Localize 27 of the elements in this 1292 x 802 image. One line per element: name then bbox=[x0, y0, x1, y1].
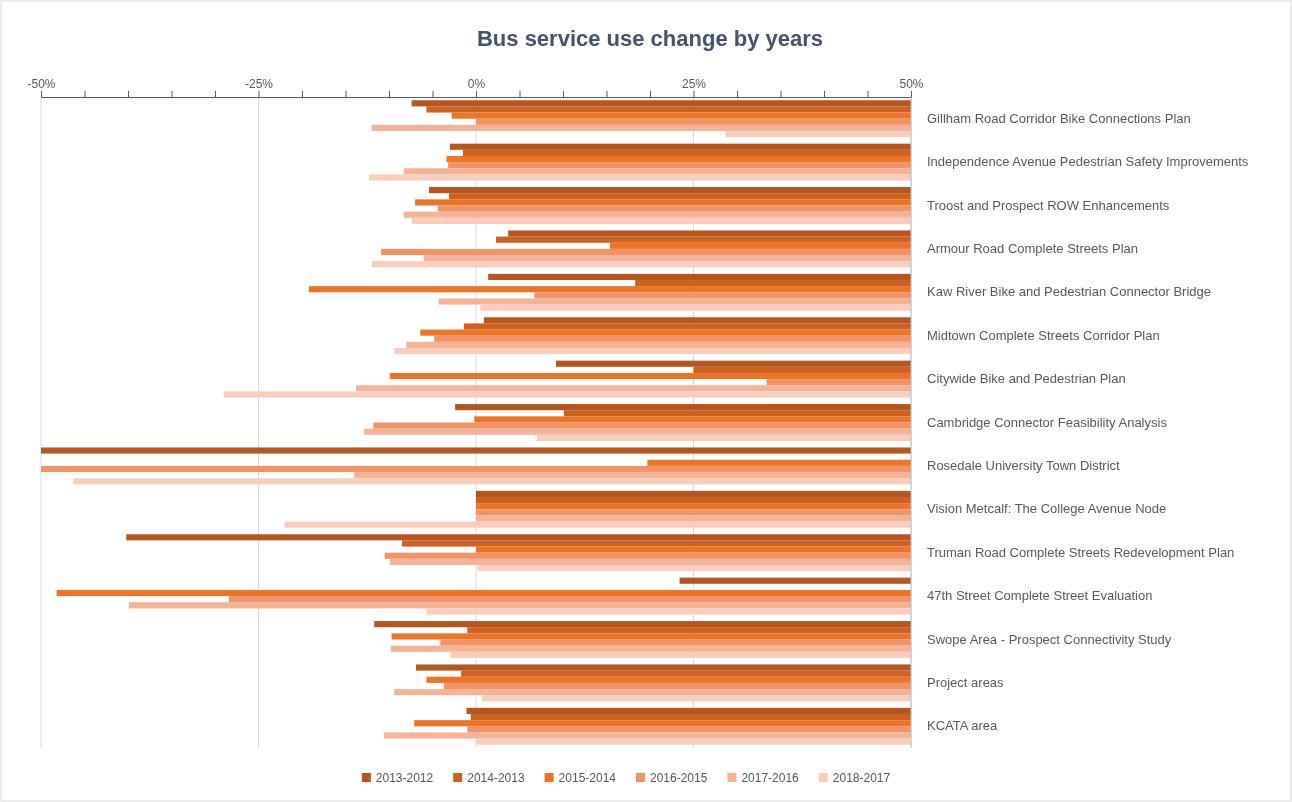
y-tick-label: Truman Road Complete Streets Redevelopment Plan bbox=[927, 544, 1235, 560]
y-tick-label: Independence Avenue Pedestrian Safety Improvements bbox=[927, 154, 1249, 170]
y-tick-label: Citywide Bike and Pedestrian Plan bbox=[927, 371, 1126, 387]
y-tick-label: 47th Street Complete Street Evaluation bbox=[927, 588, 1153, 604]
y-tick-label: Troost and Prospect ROW Enhancements bbox=[927, 197, 1170, 213]
chart-title: Bus service use change by years bbox=[476, 26, 824, 51]
x-tick-label: 50% bbox=[899, 77, 924, 91]
y-tick-label: Project areas bbox=[927, 674, 1005, 690]
legend-label: 2017-2016 bbox=[741, 771, 800, 785]
legend-label: 2015-2014 bbox=[558, 771, 617, 785]
x-tick-label: 25% bbox=[681, 77, 707, 91]
y-tick-label: Swope Area - Prospect Connectivity Study bbox=[927, 631, 1172, 647]
legend-label: 2013-2012 bbox=[375, 771, 434, 785]
y-tick-label: Cambridge Connector Feasibility Analysis bbox=[927, 414, 1168, 430]
y-tick-label: Kaw River Bike and Pedestrian Connector Bridge bbox=[927, 284, 1211, 300]
x-tick-label: 0% bbox=[467, 77, 486, 91]
y-tick-label: Midtown Complete Streets Corridor Plan bbox=[927, 327, 1160, 343]
legend-label: 2014-2013 bbox=[467, 771, 525, 785]
y-tick-label: Rosedale University Town District bbox=[927, 457, 1121, 473]
y-tick-label: Armour Road Complete Streets Plan bbox=[927, 240, 1138, 256]
y-tick-label: Vision Metcalf: The College Avenue Node bbox=[927, 501, 1167, 517]
x-tick-label: -25% bbox=[244, 77, 274, 91]
x-tick-label: -50% bbox=[27, 77, 56, 91]
legend-label: 2018-2017 bbox=[832, 771, 891, 785]
legend-label: 2016-2015 bbox=[650, 771, 708, 785]
y-tick-label: Gillham Road Corridor Bike Connections Plan bbox=[927, 110, 1191, 126]
y-tick-label: KCATA area bbox=[927, 718, 999, 734]
